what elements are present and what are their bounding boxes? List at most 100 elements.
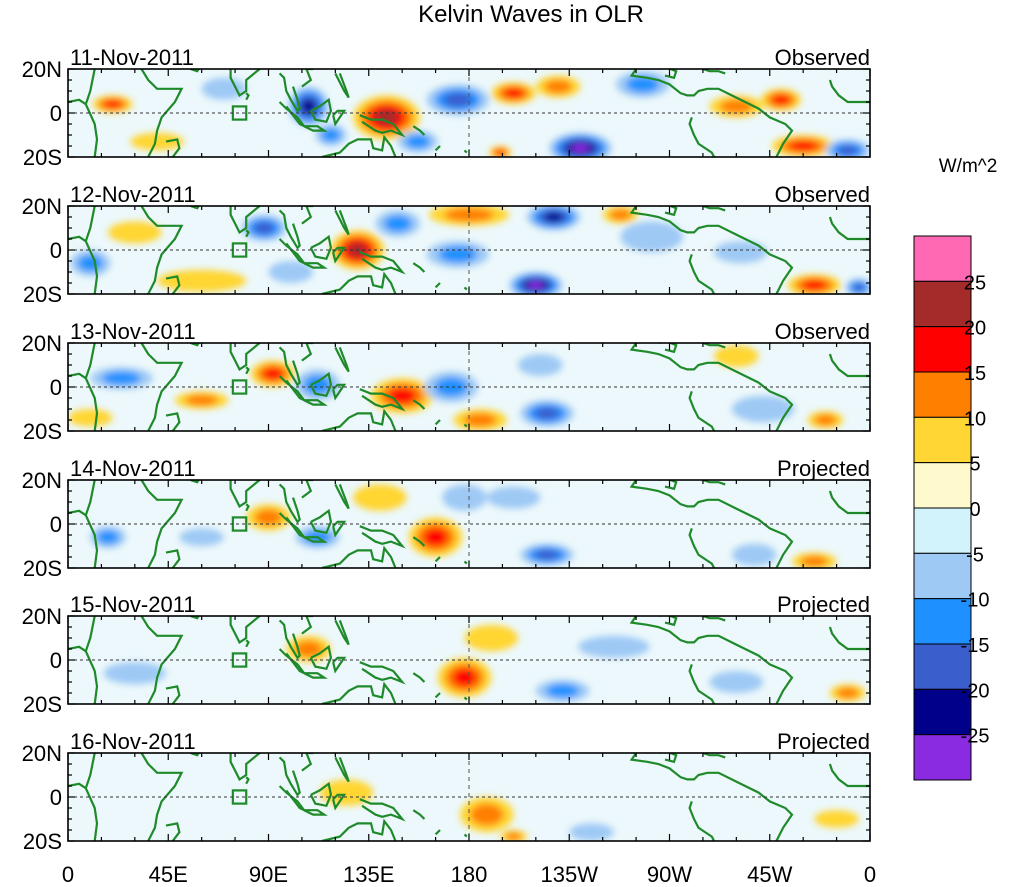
coastline — [278, 101, 305, 128]
anomaly-level — [470, 803, 504, 826]
coastline — [309, 234, 333, 261]
coastline — [303, 125, 328, 132]
anomaly-level — [442, 484, 487, 511]
anomaly-level — [263, 367, 283, 380]
panel-date: 12-Nov-2011 — [70, 182, 196, 207]
coastline — [332, 383, 347, 401]
coastline — [688, 664, 716, 704]
y-tick-label: 20S — [23, 145, 62, 170]
colorbar-label: 20 — [964, 318, 986, 340]
anomaly-level — [301, 99, 316, 114]
coastline — [359, 661, 406, 685]
colorbar-label: -5 — [966, 544, 984, 566]
coastline — [463, 833, 468, 838]
coastline — [321, 271, 397, 294]
coastline — [359, 798, 406, 822]
coastline — [301, 753, 314, 772]
anomaly-level — [268, 261, 314, 283]
coastline — [278, 209, 301, 250]
x-tick-label: 0 — [62, 862, 74, 887]
coastline — [84, 650, 99, 704]
x-tick-label: 0 — [864, 862, 876, 887]
y-tick-label: 20S — [23, 556, 62, 581]
coastline — [629, 480, 794, 568]
coastline — [702, 206, 726, 212]
coastline — [301, 480, 314, 499]
y-tick-label: 0 — [50, 101, 62, 126]
anomaly-level — [294, 640, 323, 658]
anomaly-level — [157, 269, 247, 292]
coastline — [278, 785, 305, 812]
coastline — [463, 149, 468, 154]
coastline — [245, 229, 250, 238]
coastline — [828, 353, 870, 378]
colorbar-label: 0 — [969, 499, 980, 521]
colorbar: W/m^2 25 20 15 10 5 0 -5 -10 -15 -20 -25 — [913, 156, 997, 781]
anomaly-level — [518, 354, 563, 376]
anomaly-level — [434, 377, 468, 397]
coastline — [463, 560, 468, 565]
coastline — [658, 480, 678, 491]
anomaly-level — [179, 528, 224, 546]
y-tick-label: 20N — [22, 57, 62, 82]
coastline — [359, 525, 406, 549]
anomaly-level — [374, 109, 399, 126]
anomaly-level — [463, 413, 497, 427]
x-tick-label: 90E — [249, 862, 288, 887]
coastline — [165, 822, 181, 841]
y-tick-label: 20N — [22, 468, 62, 493]
coastline — [278, 619, 301, 660]
coastline — [84, 343, 96, 379]
y-tick-label: 0 — [50, 648, 62, 673]
anomaly-level — [771, 94, 790, 105]
panel-type: Projected — [777, 456, 870, 481]
coastline — [303, 536, 328, 543]
coastline — [412, 399, 426, 410]
coastline — [68, 645, 87, 653]
anomaly-level — [185, 394, 219, 406]
coastline — [702, 753, 726, 759]
coastline — [688, 801, 716, 841]
coastline — [229, 480, 261, 508]
colorbar-label: 25 — [964, 272, 986, 294]
coastline — [629, 343, 794, 431]
coastline — [434, 145, 441, 152]
anomaly-level — [731, 543, 777, 566]
coastline — [332, 520, 347, 538]
y-tick-label: 20S — [23, 419, 62, 444]
anomaly-level — [709, 671, 764, 693]
anomaly-level — [303, 375, 332, 395]
coastline — [334, 209, 350, 236]
coastline — [321, 818, 397, 841]
coastline — [702, 616, 726, 622]
coastline — [629, 69, 794, 157]
coastline — [84, 377, 99, 431]
coastline — [629, 206, 794, 294]
anomaly-level — [201, 77, 247, 100]
panel-2: 20N 0 20S 12-Nov-2011 Observed — [22, 182, 871, 307]
coastline — [84, 103, 99, 157]
coastline — [301, 206, 314, 225]
coastline — [165, 549, 181, 568]
coastline — [334, 756, 350, 783]
x-tick-label: 180 — [451, 862, 488, 887]
coastline — [463, 696, 468, 701]
anomaly-level — [108, 221, 162, 244]
anomaly-level — [486, 486, 541, 509]
coastline — [245, 639, 250, 648]
coastline — [828, 763, 870, 788]
coastline — [412, 809, 426, 820]
coastline — [245, 92, 250, 101]
colorbar-swatch — [913, 462, 972, 509]
colorbar-swatch — [913, 598, 972, 645]
anomaly-level — [130, 132, 184, 151]
coastline — [412, 125, 426, 136]
coastline — [658, 343, 678, 354]
coastline — [688, 528, 716, 568]
coastline — [359, 114, 406, 138]
coastline — [68, 372, 87, 380]
panel-type: Projected — [777, 592, 870, 617]
coastline — [702, 343, 726, 349]
anomaly-level — [714, 345, 759, 368]
